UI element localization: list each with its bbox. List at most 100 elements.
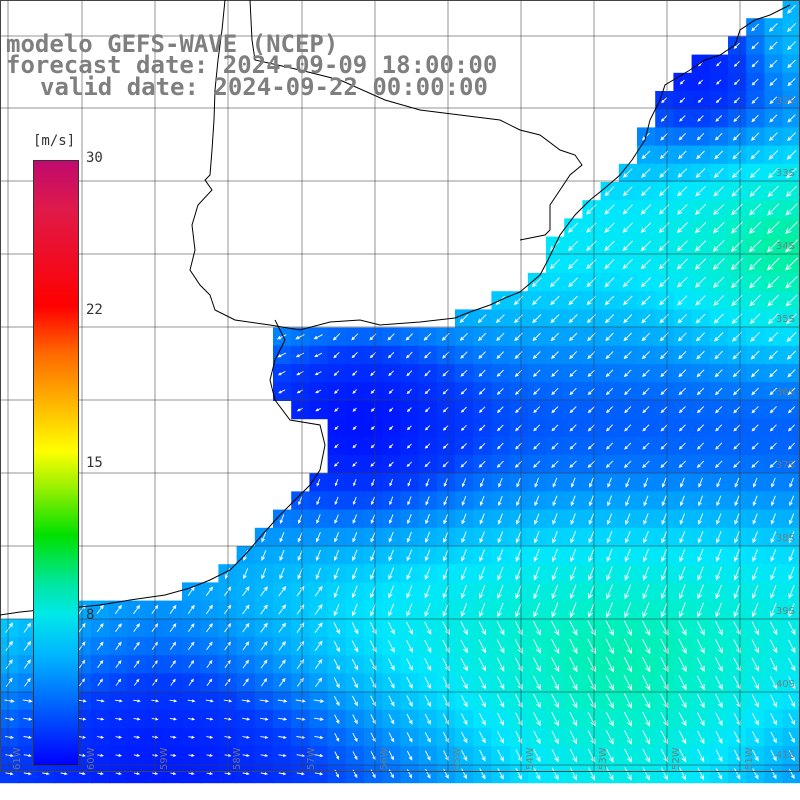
wind-arrow: [605, 460, 614, 469]
wind-arrow: [152, 772, 159, 776]
wind-arrow: [60, 772, 68, 776]
wind-arrow: [443, 513, 449, 525]
lat-label: 38S: [776, 533, 795, 544]
wind-arrow: [460, 713, 468, 726]
wind-arrow: [406, 621, 413, 635]
wind-arrow: [460, 694, 468, 708]
wind-arrow: [625, 513, 631, 525]
wind-arrow: [569, 711, 578, 727]
wind-arrow: [713, 313, 724, 324]
longitude-labels: 61W 60W 59W 58W 57W 56W 55W 54W 53W 52W 51W: [12, 747, 755, 770]
wind-arrow: [623, 369, 632, 378]
wind-arrow: [260, 622, 268, 633]
wind-arrow: [133, 604, 141, 615]
wind-arrow: [641, 314, 651, 324]
wind-arrow: [624, 548, 631, 563]
wind-arrow: [97, 659, 104, 669]
wind-arrow: [769, 657, 778, 672]
wind-arrow: [478, 694, 486, 708]
wind-arrow: [97, 735, 105, 739]
wind-arrow: [750, 132, 760, 141]
wind-arrow: [460, 676, 468, 690]
wind-arrow: [677, 168, 688, 178]
wind-arrow: [624, 566, 631, 581]
wind-arrow: [352, 549, 358, 562]
wind-arrow: [460, 460, 468, 468]
wind-arrow: [532, 369, 541, 378]
wind-arrow: [769, 387, 778, 396]
lon-label: 55W: [452, 747, 463, 770]
wind-arrow: [496, 460, 504, 468]
wind-arrow: [678, 406, 686, 414]
wind-arrow: [497, 584, 504, 600]
wind-arrow: [388, 695, 395, 707]
wind-arrow: [624, 748, 632, 763]
wind-arrow: [5, 735, 15, 739]
wind-arrow: [625, 477, 631, 488]
wind-arrow: [314, 640, 323, 652]
wind-arrow: [570, 495, 576, 507]
wind-arrow: [424, 388, 431, 395]
wind-arrow: [569, 620, 578, 636]
wind-arrow: [623, 332, 633, 342]
wind-arrow: [206, 623, 213, 633]
wind-arrow: [660, 424, 668, 432]
wind-arrow: [550, 351, 559, 360]
wind-arrow: [424, 639, 432, 654]
wind-arrow: [660, 602, 668, 618]
wind-arrow: [5, 772, 14, 776]
wind-arrow: [606, 584, 613, 600]
wind-arrow: [715, 712, 723, 727]
wind-arrow: [333, 585, 340, 599]
wind-arrow: [715, 566, 722, 581]
rio-de-la-plata-shore: [0, 319, 326, 616]
wind-arrow: [334, 443, 339, 449]
wind-arrow: [661, 97, 668, 104]
wind-arrow: [115, 753, 123, 757]
wind-arrow: [569, 638, 578, 655]
wind-arrow: [658, 222, 670, 234]
wind-arrow: [642, 693, 651, 709]
wind-arrow: [569, 566, 577, 581]
wind-arrow: [388, 732, 395, 743]
wind-arrow: [334, 479, 339, 487]
wind-arrow: [533, 712, 541, 727]
wind-arrow: [334, 496, 339, 506]
wind-arrow: [676, 258, 688, 270]
wind-arrow: [461, 495, 467, 506]
wind-arrow: [405, 333, 414, 341]
wind-arrow: [715, 584, 723, 600]
lon-label: 52W: [671, 747, 682, 770]
wind-arrow: [115, 772, 122, 776]
wind-arrow: [333, 677, 340, 689]
wind-arrow: [133, 735, 141, 739]
wind-arrow: [750, 350, 760, 360]
wind-arrow: [661, 495, 667, 507]
wind-arrow: [624, 767, 632, 781]
wind-arrow: [604, 240, 615, 252]
wind-arrow: [786, 22, 797, 33]
wind-arrow: [733, 566, 741, 581]
wind-arrow: [770, 549, 777, 562]
wind-arrow: [96, 717, 105, 721]
wind-arrow: [550, 332, 560, 342]
wind-arrow: [479, 531, 485, 544]
wind-arrow: [114, 699, 123, 703]
wind-arrow: [316, 496, 321, 506]
wind-arrow: [533, 442, 541, 450]
wind-arrow: [296, 772, 305, 776]
wind-arrow: [551, 442, 559, 450]
wind-arrow: [715, 749, 723, 763]
wind-arrow: [567, 240, 579, 252]
wind-arrow: [641, 332, 651, 342]
wind-arrow: [314, 658, 323, 670]
wind-arrow: [695, 168, 706, 178]
wind-arrow: [658, 240, 670, 252]
wind-arrow: [278, 677, 286, 687]
wind-arrow: [296, 604, 305, 615]
wind-arrow: [697, 79, 704, 85]
wind-arrow: [314, 603, 323, 615]
wind-arrow: [751, 639, 760, 654]
wind-arrow: [623, 638, 633, 655]
wind-arrow: [786, 150, 797, 160]
